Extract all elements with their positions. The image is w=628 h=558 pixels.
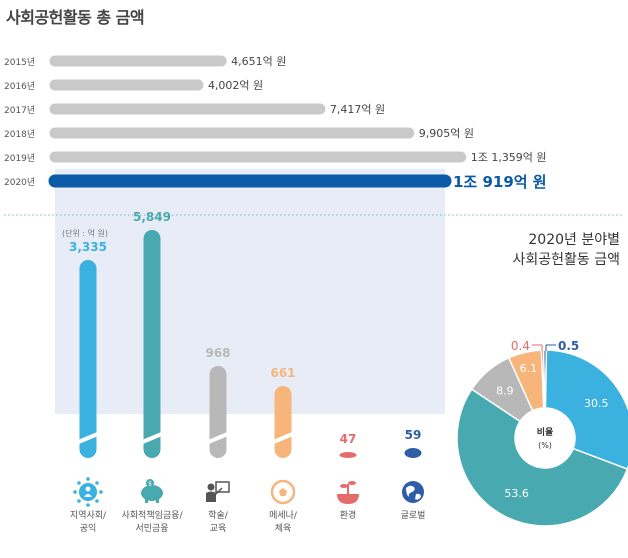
year-label: 2020년: [4, 177, 35, 188]
community-icon: [73, 477, 103, 507]
page-title: 사회공헌활동 총 금액: [6, 8, 145, 27]
category-label: 메세나/: [269, 510, 298, 521]
piggy-bank-icon: $: [141, 479, 163, 503]
annual-value-label: 7,417억 원: [330, 103, 385, 116]
year-label: 2015년: [4, 57, 35, 68]
pie-slice-label: 0.4: [511, 339, 530, 353]
donut-center-unit: (%): [538, 441, 552, 450]
annual-value-label: 1조 919억 원: [453, 173, 547, 191]
annual-value-label: 1조 1,359억 원: [471, 151, 547, 164]
category-label: 학술/: [208, 510, 229, 521]
axis-break-mark: [139, 431, 165, 445]
axis-break-mark: [205, 431, 231, 445]
category-value-label: 5,849: [133, 210, 171, 224]
category-label: 공익: [80, 522, 97, 534]
axis-break-mark: [75, 431, 101, 445]
education-icon: [206, 481, 230, 502]
category-label: 환경: [340, 509, 357, 521]
category-value-label: 47: [340, 432, 357, 446]
category-value-label: 968: [205, 346, 230, 360]
annual-value-label: 9,905억 원: [419, 127, 474, 140]
category-label: 사회적책임금융/: [122, 509, 184, 521]
annual-value-label: 4,002억 원: [208, 79, 263, 92]
unit-note: (단위 : 억 원): [62, 228, 108, 238]
category-bar: [339, 452, 357, 458]
soccer-ball-icon: [270, 479, 296, 505]
category-label: 서민금융: [135, 523, 168, 534]
category-value-label: 59: [405, 428, 422, 442]
category-bar: [79, 260, 97, 458]
category-label: 지역사회/: [70, 510, 107, 521]
annual-value-label: 4,651억 원: [231, 55, 286, 68]
donut-hole: [515, 408, 575, 468]
pie-title: 2020년 분야별: [528, 232, 620, 248]
globe-icon: [402, 481, 424, 503]
pie-slice-label: 6.1: [520, 362, 538, 375]
category-label: 체육: [275, 523, 292, 534]
category-value-label: 661: [270, 366, 295, 380]
pie-slice-label: 0.5: [558, 339, 579, 353]
category-bar: [404, 448, 422, 458]
category-label: 교육: [210, 523, 227, 534]
pie-title: 사회공헌활동 금액: [513, 252, 621, 268]
category-bar: [209, 366, 227, 458]
category-label: 글로벌: [401, 510, 426, 521]
year-label: 2018년: [4, 129, 35, 140]
category-bar: [274, 386, 292, 458]
plant-icon: [337, 481, 359, 504]
donut-center-label: 비율: [537, 426, 554, 438]
pie-slice-label: 8.9: [496, 385, 514, 398]
year-label: 2016년: [4, 81, 35, 92]
svg-text:$: $: [148, 481, 152, 488]
pie-slice-label: 53.6: [504, 487, 529, 500]
year-label: 2019년: [4, 153, 35, 164]
pie-slice-label: 30.5: [584, 397, 609, 410]
category-value-label: 3,335: [69, 240, 107, 254]
highlight-panel: [55, 169, 445, 414]
year-label: 2017년: [4, 105, 35, 116]
category-bar: [143, 230, 161, 458]
axis-break-mark: [270, 431, 296, 445]
